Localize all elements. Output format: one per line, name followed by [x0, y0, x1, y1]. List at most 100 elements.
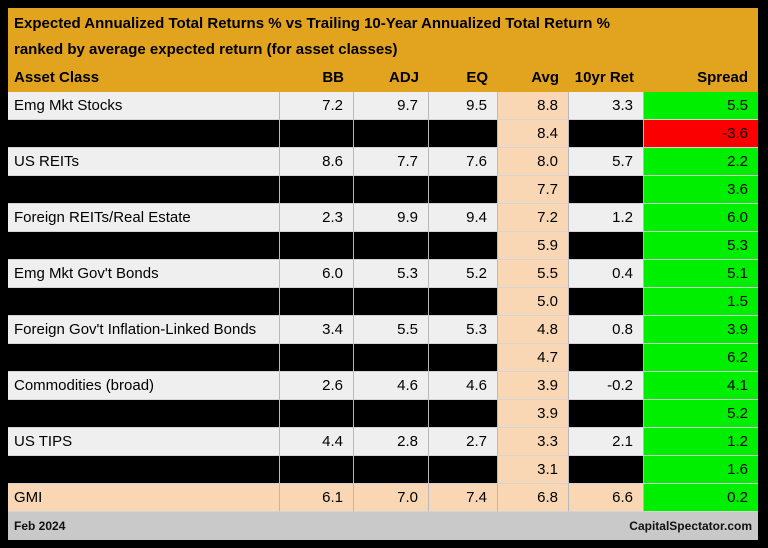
column-header-asset-class: Asset Class	[8, 64, 280, 92]
avg-cell: 8.4	[498, 120, 569, 148]
eq-cell: 4.6	[429, 372, 498, 400]
spread-cell: 1.6	[644, 456, 758, 484]
column-header-10yr-ret: 10yr Ret	[569, 64, 644, 92]
bb-cell	[280, 176, 354, 204]
column-header-adj: ADJ	[354, 64, 429, 92]
eq-cell: 5.2	[429, 260, 498, 288]
table-row-us-reits: US REITs 8.6 7.7 7.6 8.0 5.7 2.2	[8, 148, 758, 176]
bb-cell: 8.6	[280, 148, 354, 176]
adj-cell	[354, 232, 429, 260]
eq-cell	[429, 456, 498, 484]
table-row-redacted: 5.0 1.5	[8, 288, 758, 316]
spread-cell: 6.0	[644, 204, 758, 232]
column-header-eq: EQ	[429, 64, 498, 92]
avg-cell: 5.9	[498, 232, 569, 260]
avg-cell: 3.9	[498, 400, 569, 428]
adj-cell	[354, 176, 429, 204]
avg-cell: 8.0	[498, 148, 569, 176]
table-row-redacted: 3.9 5.2	[8, 400, 758, 428]
eq-cell	[429, 120, 498, 148]
eq-cell	[429, 176, 498, 204]
bb-cell: 6.1	[280, 484, 354, 512]
adj-cell: 4.6	[354, 372, 429, 400]
eq-cell: 7.4	[429, 484, 498, 512]
adj-cell: 2.8	[354, 428, 429, 456]
bb-cell	[280, 400, 354, 428]
table-row-redacted: 5.9 5.3	[8, 232, 758, 260]
avg-cell: 3.3	[498, 428, 569, 456]
asset-class-cell: GMI	[8, 484, 280, 512]
spread-cell: 0.2	[644, 484, 758, 512]
spread-cell: 1.5	[644, 288, 758, 316]
footer-date: Feb 2024	[14, 519, 66, 533]
eq-cell: 9.4	[429, 204, 498, 232]
spread-cell: 5.2	[644, 400, 758, 428]
footer: Feb 2024 CapitalSpectator.com	[8, 512, 758, 540]
avg-cell: 5.0	[498, 288, 569, 316]
chart-title: Expected Annualized Total Returns % vs T…	[14, 15, 610, 32]
adj-cell	[354, 288, 429, 316]
tenyr-ret-cell	[569, 344, 644, 372]
table-row-redacted: 4.7 6.2	[8, 344, 758, 372]
spread-cell: -3.6	[644, 120, 758, 148]
asset-class-cell: Emg Mkt Gov't Bonds	[8, 260, 280, 288]
bb-cell	[280, 120, 354, 148]
spread-cell: 4.1	[644, 372, 758, 400]
spread-cell: 6.2	[644, 344, 758, 372]
bb-cell: 3.4	[280, 316, 354, 344]
adj-cell	[354, 120, 429, 148]
table-row-gmi: GMI 6.1 7.0 7.4 6.8 6.6 0.2	[8, 484, 758, 512]
asset-class-cell	[8, 400, 280, 428]
asset-class-cell	[8, 232, 280, 260]
asset-class-cell	[8, 120, 280, 148]
bb-cell	[280, 288, 354, 316]
table-row-us-tips: US TIPS 4.4 2.8 2.7 3.3 2.1 1.2	[8, 428, 758, 456]
adj-cell	[354, 344, 429, 372]
bb-cell: 6.0	[280, 260, 354, 288]
footer-source: CapitalSpectator.com	[629, 519, 752, 533]
eq-cell	[429, 288, 498, 316]
table-header-row: Asset Class BB ADJ EQ Avg 10yr Ret Spread	[8, 64, 758, 92]
avg-cell: 6.8	[498, 484, 569, 512]
tenyr-ret-cell	[569, 288, 644, 316]
table-row-emg-mkt-stocks: Emg Mkt Stocks 7.2 9.7 9.5 8.8 3.3 5.5	[8, 92, 758, 120]
adj-cell: 7.0	[354, 484, 429, 512]
title-band: Expected Annualized Total Returns % vs T…	[8, 8, 758, 64]
eq-cell: 9.5	[429, 92, 498, 120]
asset-class-cell: US TIPS	[8, 428, 280, 456]
spread-cell: 5.1	[644, 260, 758, 288]
tenyr-ret-cell: 0.8	[569, 316, 644, 344]
table-row-foreign-gov-t-inflation-linked-bonds: Foreign Gov't Inflation-Linked Bonds 3.4 5…	[8, 316, 758, 344]
asset-class-cell: Commodities (broad)	[8, 372, 280, 400]
bb-cell: 2.3	[280, 204, 354, 232]
eq-cell	[429, 400, 498, 428]
tenyr-ret-cell: 1.2	[569, 204, 644, 232]
spread-cell: 5.5	[644, 92, 758, 120]
table-row-commodities-broad: Commodities (broad) 2.6 4.6 4.6 3.9 -0.2 4.1	[8, 372, 758, 400]
avg-cell: 4.8	[498, 316, 569, 344]
chart-subtitle: ranked by average expected return (for a…	[14, 41, 398, 58]
avg-cell: 3.1	[498, 456, 569, 484]
spread-cell: 1.2	[644, 428, 758, 456]
asset-class-cell: US REITs	[8, 148, 280, 176]
avg-cell: 7.2	[498, 204, 569, 232]
bb-cell: 2.6	[280, 372, 354, 400]
table-row-redacted: 7.7 3.6	[8, 176, 758, 204]
tenyr-ret-cell	[569, 232, 644, 260]
adj-cell	[354, 456, 429, 484]
asset-class-cell: Emg Mkt Stocks	[8, 92, 280, 120]
spread-cell: 2.2	[644, 148, 758, 176]
bb-cell	[280, 232, 354, 260]
bb-cell: 4.4	[280, 428, 354, 456]
asset-class-cell: Foreign Gov't Inflation-Linked Bonds	[8, 316, 280, 344]
eq-cell: 7.6	[429, 148, 498, 176]
table-row-redacted: 8.4 -3.6	[8, 120, 758, 148]
adj-cell: 5.3	[354, 260, 429, 288]
eq-cell: 2.7	[429, 428, 498, 456]
column-header-bb: BB	[280, 64, 354, 92]
tenyr-ret-cell: 5.7	[569, 148, 644, 176]
table-row-redacted: 3.1 1.6	[8, 456, 758, 484]
avg-cell: 3.9	[498, 372, 569, 400]
adj-cell: 5.5	[354, 316, 429, 344]
asset-class-cell: Foreign REITs/Real Estate	[8, 204, 280, 232]
